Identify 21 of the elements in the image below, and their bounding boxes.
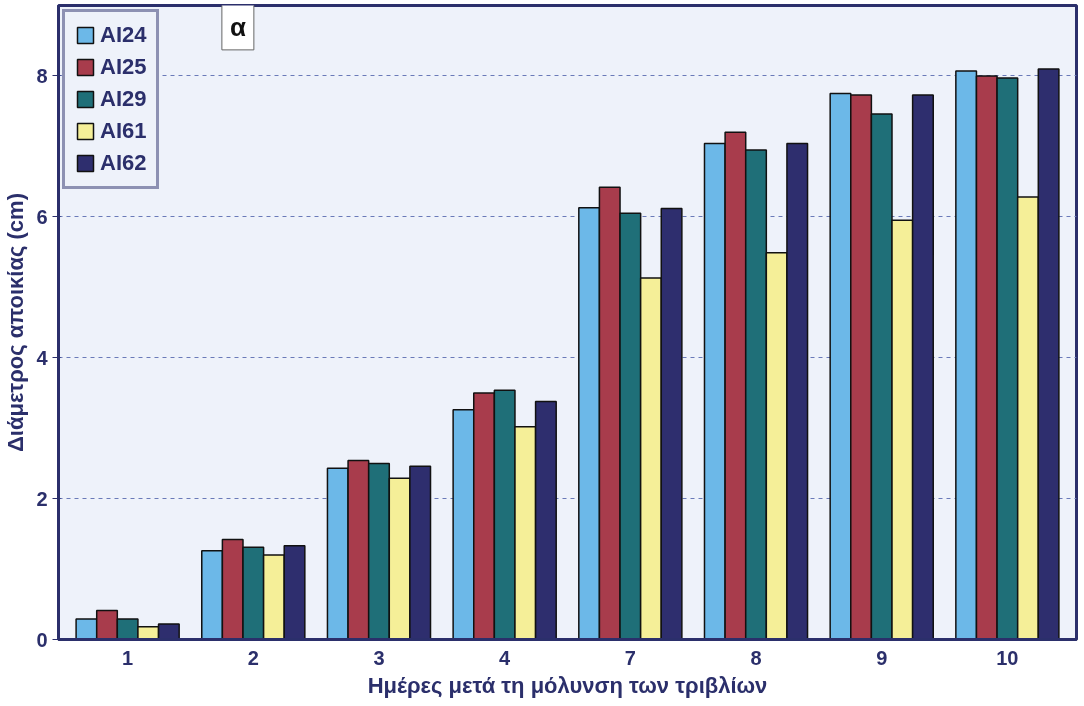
x-tick-label: 4 — [499, 646, 512, 669]
y-axis-title: Διάμετρος αποικίας (cm) — [3, 193, 29, 452]
y-tick-label: 6 — [36, 205, 48, 228]
x-tick-label: 1 — [122, 646, 134, 669]
y-tick-label: 0 — [36, 628, 48, 651]
x-tick-label: 2 — [247, 646, 259, 669]
legend-label: AI61 — [100, 118, 147, 144]
legend-label: AI29 — [100, 86, 147, 112]
x-tick-label: 9 — [876, 646, 888, 669]
x-tick-label: 3 — [373, 646, 385, 669]
x-tick-label: 10 — [996, 646, 1019, 669]
legend-label: AI62 — [100, 150, 147, 176]
legend-label: AI24 — [100, 22, 147, 48]
legend-label: AI25 — [100, 54, 147, 80]
x-tick-label: 7 — [624, 646, 636, 669]
x-axis-title: Ημέρες μετά τη μόλυνση των τριβλίων — [367, 672, 768, 698]
annotation: α — [229, 11, 246, 42]
y-tick-label: 4 — [36, 346, 49, 369]
y-tick-label: 2 — [36, 487, 48, 510]
x-tick-label: 8 — [750, 646, 762, 669]
y-tick-label: 8 — [36, 64, 48, 87]
